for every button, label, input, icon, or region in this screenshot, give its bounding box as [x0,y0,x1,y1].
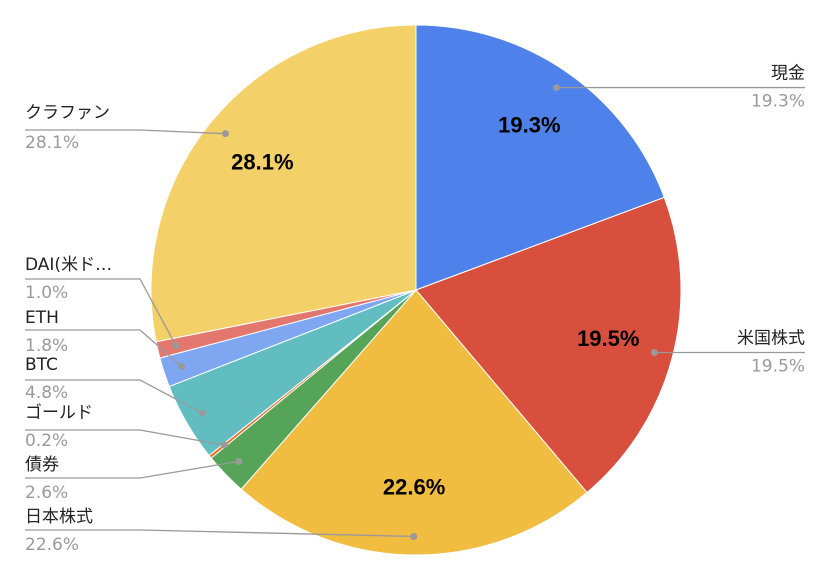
slice-label: 19.5% [577,326,639,351]
leader-dot [221,130,229,138]
legend-name: 米国株式 [737,328,805,348]
legend-value: 2.6% [25,483,68,503]
leader-dot [410,532,418,540]
legend-value: 4.8% [25,383,68,403]
legend-name: BTC [25,355,58,375]
leader-line [25,529,414,538]
leader-dot [199,409,207,417]
legend-value: 28.1% [25,133,79,153]
legend-name: クラファン [25,103,110,123]
legend-name: 現金 [771,64,805,84]
leader-dot [178,363,186,371]
leader-dot [553,84,561,92]
slice-label: 22.6% [383,475,445,500]
leader-dot [172,342,180,350]
legend-value: 22.6% [25,535,79,555]
legend-name: ゴールド [25,402,93,423]
legend-value: 1.0% [25,283,68,303]
leader-line [25,379,203,414]
slice-label: 28.1% [231,150,293,175]
slice-label: 19.3% [498,113,560,138]
leader-line [25,129,226,135]
leader-line [25,329,183,368]
legend-name: ETH [25,308,59,328]
pie-slice [150,24,417,343]
leader-dot [650,348,658,356]
legend-name: 債券 [25,455,59,475]
pie-slice [240,289,588,556]
pie-slice [415,196,682,494]
legend-value: 1.8% [25,336,68,356]
legend-value: 19.3% [751,92,805,112]
legend-name: DAI(米ド… [25,255,112,275]
legend-value: 0.2% [25,431,68,451]
leader-line [25,460,239,479]
leader-dot [220,441,228,449]
leader-line [25,278,177,347]
pie-slice [415,24,665,291]
leader-line [25,429,225,446]
legend-value: 19.5% [751,356,805,376]
legend-name: 日本株式 [25,507,93,527]
leader-dot [235,457,243,465]
